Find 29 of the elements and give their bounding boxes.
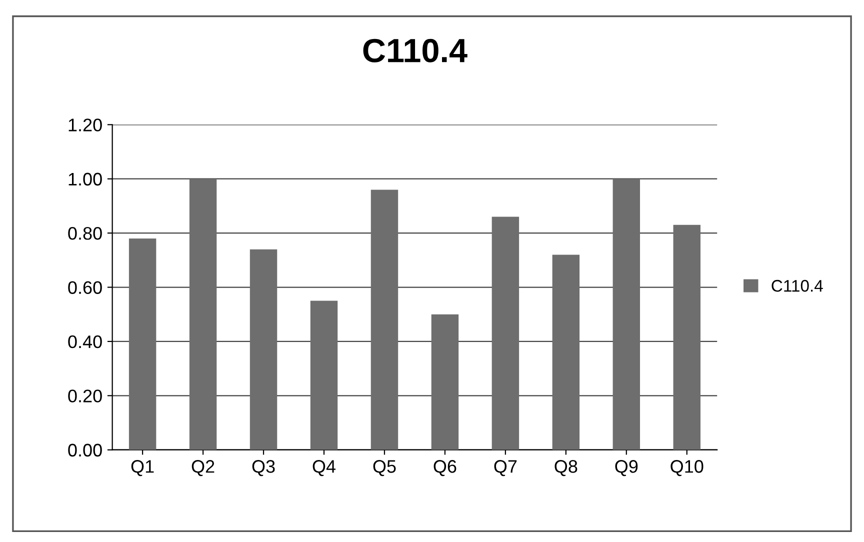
bar: [673, 224, 700, 450]
bar: [250, 249, 278, 450]
bar: [431, 314, 459, 450]
chart-title: C110.4: [363, 38, 468, 62]
x-tick-label: Q2: [192, 460, 214, 476]
x-tick-label: Q3: [252, 460, 275, 476]
x-tick-label: Q4: [312, 460, 336, 476]
x-tick-label: Q9: [615, 460, 638, 476]
bar: [552, 254, 580, 450]
y-tick-label: 0.20: [68, 390, 102, 402]
bar: [370, 190, 398, 450]
bar: [310, 300, 338, 450]
x-tick-label: Q10: [670, 460, 704, 476]
y-tick-label: 1.20: [68, 118, 102, 132]
bar: [189, 178, 217, 450]
y-tick-label: 0.40: [68, 335, 102, 348]
x-tick-label: Q5: [373, 460, 396, 476]
x-tick-label: Q8: [554, 460, 578, 476]
y-tick-label: 0.60: [68, 281, 102, 294]
y-tick-label: 0.00: [68, 444, 102, 457]
x-tick-label: Q7: [494, 460, 517, 476]
y-tick-label: 1.00: [68, 172, 102, 186]
legend-label: C110.4: [772, 280, 823, 292]
bar: [492, 216, 520, 450]
y-tick-label: 0.80: [68, 226, 102, 240]
bar: [128, 238, 156, 450]
x-tick-label: Q1: [131, 460, 154, 476]
x-tick-label: Q6: [434, 460, 456, 476]
bar: [612, 178, 640, 450]
